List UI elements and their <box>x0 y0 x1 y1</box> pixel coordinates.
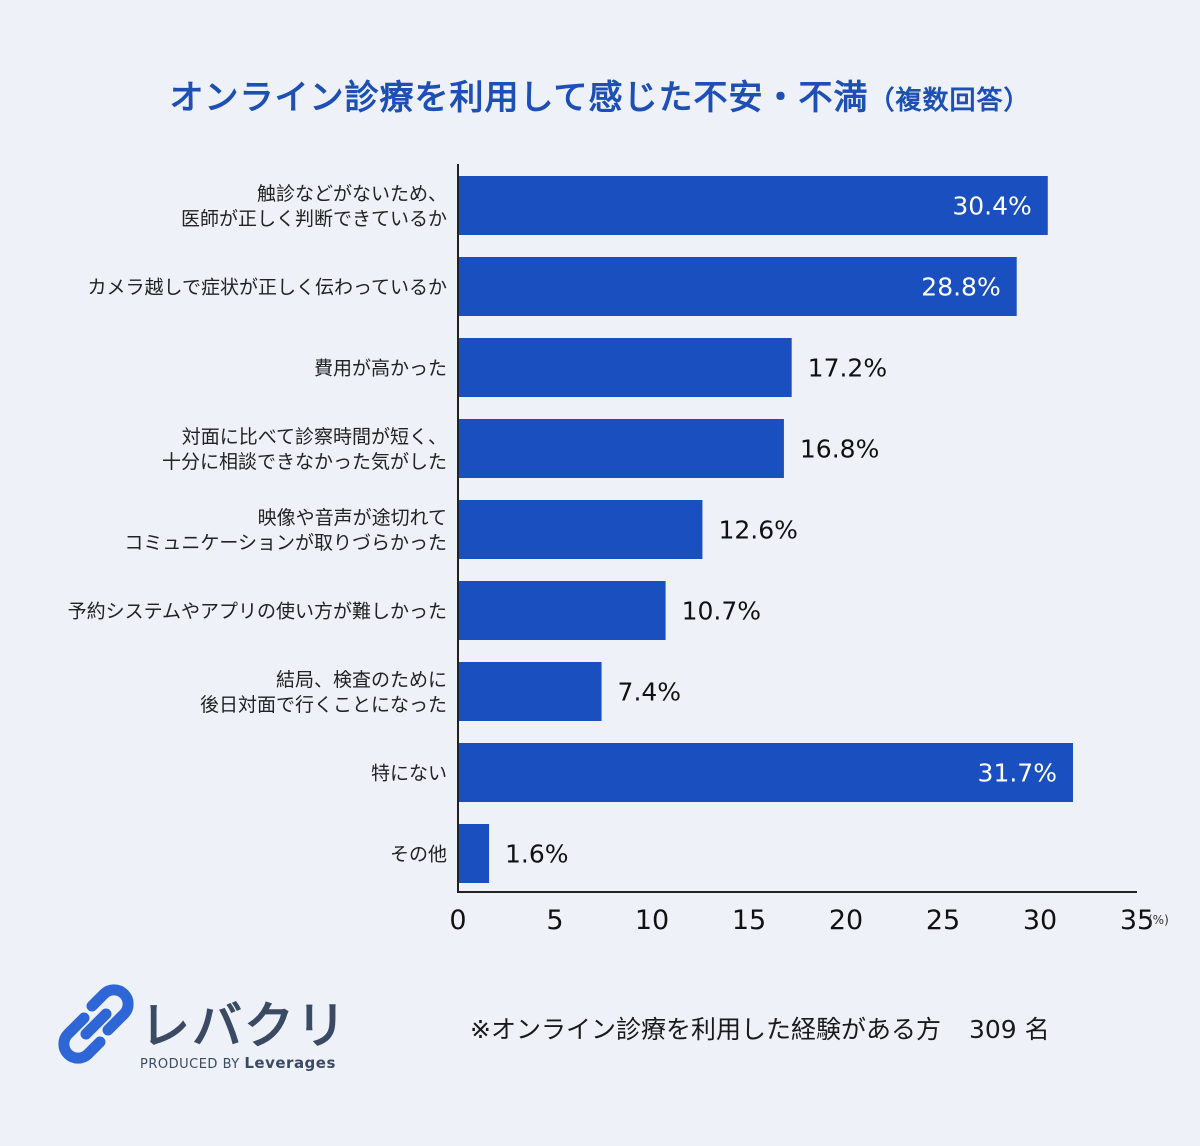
x-axis-unit: (%) <box>1148 913 1169 927</box>
chart-title-main: オンライン診療を利用して感じた不安・不満 <box>169 78 869 118</box>
x-tick-label: 0 <box>449 905 466 936</box>
value-label: 30.4% <box>952 192 1031 221</box>
value-label: 7.4% <box>618 678 682 707</box>
category-label: その他 <box>390 844 447 866</box>
chart-title: オンライン診療を利用して感じた不安・不満（複数回答） <box>0 70 1200 119</box>
bar <box>458 257 1017 316</box>
bar <box>458 581 666 640</box>
category-label: 対面に比べて診察時間が短く、 <box>182 426 447 448</box>
brand-byline-company: Leverages <box>244 1054 336 1072</box>
x-tick-label: 30 <box>1023 905 1057 936</box>
bar <box>458 419 784 478</box>
category-label: 費用が高かった <box>314 358 447 380</box>
bar <box>458 338 792 397</box>
bar <box>458 500 703 559</box>
category-label: 後日対面で行くことになった <box>200 694 447 716</box>
category-label: コミュニケーションが取りづらかった <box>124 532 447 554</box>
x-tick-label: 35 <box>1120 905 1154 936</box>
bar <box>458 743 1073 802</box>
value-label: 16.8% <box>800 435 879 464</box>
bar <box>458 176 1048 235</box>
x-tick-label: 25 <box>926 905 960 936</box>
chain-link-icon <box>58 984 134 1064</box>
category-label: 触診などがないため、 <box>257 183 447 205</box>
category-label: 特にない <box>371 763 447 785</box>
brand-byline-prefix: PRODUCED BY <box>140 1057 240 1072</box>
x-tick-label: 20 <box>829 905 863 936</box>
brand-logo: レバクリ PRODUCED BY Leverages <box>56 982 356 1082</box>
x-tick-label: 10 <box>635 905 669 936</box>
sample-note-text: ※オンライン診療を利用した経験がある方 <box>470 1015 941 1044</box>
bar <box>458 662 602 721</box>
category-label: カメラ越しで症状が正しく伝わっているか <box>88 277 447 299</box>
chart-title-sub: （複数回答） <box>868 86 1031 116</box>
category-label: 映像や音声が途切れて <box>258 507 447 529</box>
bar-chart: 触診などがないため、医師が正しく判断できているか 30.4% カメラ越しで症状が正し… <box>68 164 1169 936</box>
x-tick-label: 5 <box>546 905 563 936</box>
x-tick-label: 15 <box>732 905 766 936</box>
category-label: 医師が正しく判断できているか <box>181 208 447 230</box>
bar <box>458 824 490 883</box>
value-label: 12.6% <box>718 516 797 545</box>
category-label: 予約システムやアプリの使い方が難しかった <box>68 601 447 623</box>
value-label: 31.7% <box>978 759 1057 788</box>
brand-byline: PRODUCED BY Leverages <box>140 1054 336 1072</box>
sample-count: 309 名 <box>968 1015 1050 1044</box>
value-label: 28.8% <box>921 273 1000 302</box>
category-label: 結局、検査のために <box>276 669 447 691</box>
brand-name: レバクリ <box>140 997 348 1055</box>
value-label: 17.2% <box>808 354 887 383</box>
category-label: 十分に相談できなかった気がした <box>162 451 447 473</box>
value-label: 1.6% <box>505 840 569 869</box>
value-label: 10.7% <box>682 597 761 626</box>
sample-note: ※オンライン診療を利用した経験がある方 309 名 <box>470 1010 1050 1046</box>
